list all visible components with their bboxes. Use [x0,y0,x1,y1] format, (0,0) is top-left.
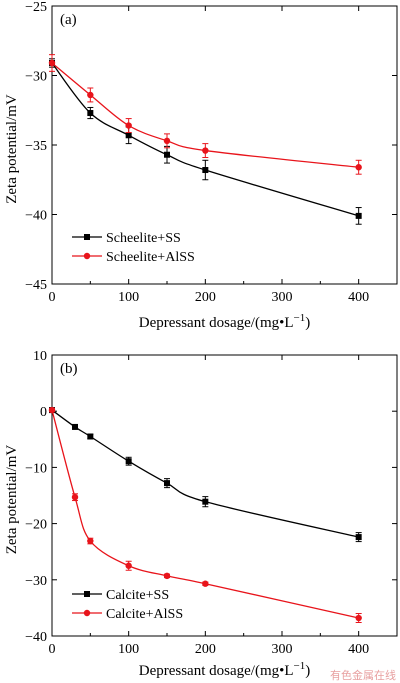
panel-label: (b) [60,361,78,377]
legend-label: Calcite+AlSS [106,607,183,622]
legend-marker [84,234,90,240]
x-tick-label: 400 [348,290,369,305]
data-point [202,147,209,154]
legend-marker [84,591,90,597]
data-point [72,423,78,430]
data-point [87,91,94,99]
data-point [355,164,362,171]
y-axis-title: Zeta potential/mV [4,94,20,204]
data-point [355,212,362,219]
data-point [87,537,94,545]
x-axis-title-main: Depressant dosage/(mg•L [139,663,294,679]
data-point [163,137,171,145]
data-point [87,110,94,117]
legend-entry: Scheelite+SS [72,231,181,246]
data-point [125,122,132,129]
series-line [51,409,359,538]
legend-marker [83,252,91,260]
x-tick-label: 200 [195,642,216,657]
y-tick-label: −30 [25,574,47,589]
x-tick-label: 100 [118,290,139,305]
data-point [355,534,362,541]
y-tick-label: −30 [25,70,47,85]
x-tick-label: 300 [272,642,293,657]
legend-entry: Calcite+AlSS [72,607,183,622]
x-axis-title-end: ) [305,663,310,679]
legend-label: Scheelite+AlSS [106,250,195,265]
y-tick-label: −40 [25,209,47,224]
y-tick-label: 0 [40,405,47,420]
x-axis-title-main: Depressant dosage/(mg•L [139,315,294,331]
legend-label: Calcite+SS [106,588,169,603]
data-point [71,493,79,501]
data-point [164,151,170,158]
plot-frame [51,354,398,637]
x-axis-title-sup: −1 [294,660,306,672]
x-tick-label: 100 [118,642,139,657]
series-calcite-ss [49,407,362,543]
series-scheelite-ss [49,58,362,225]
x-tick-label: 300 [272,290,293,305]
x-tick-label: 200 [195,290,216,305]
y-tick-label: −40 [25,630,47,645]
data-point [355,614,362,622]
y-tick-label: −25 [25,0,47,15]
x-tick-label: 400 [348,642,369,657]
panel-label: (a) [60,12,77,28]
data-point [125,458,132,465]
y-tick-label: 10 [33,349,47,364]
data-point [87,433,94,440]
legend-label: Scheelite+SS [106,231,181,246]
y-tick-label: −35 [25,139,47,154]
series-calcite-alss [48,406,362,624]
y-axis-title: Zeta potential/mV [4,445,20,555]
y-tick-label: −10 [25,461,47,476]
plot-frame [51,5,398,285]
data-point [125,132,132,139]
x-axis-title: Depressant dosage/(mg•L−1) [139,312,311,331]
series-line [51,62,359,217]
x-axis-title: Depressant dosage/(mg•L−1) [139,660,311,679]
data-point [163,572,171,580]
data-point [164,480,170,487]
legend-marker [83,609,91,617]
data-point [125,562,132,569]
y-tick-label: −20 [25,518,47,533]
y-tick-label: −45 [25,278,47,293]
data-point [48,406,56,414]
data-point [48,59,56,67]
series-scheelite-alss [48,54,362,175]
data-point [202,167,209,174]
x-axis-title-sup: −1 [294,312,306,324]
x-tick-label: 0 [49,290,56,305]
data-point [202,498,209,505]
chart-panel-a: 0 100 200 300 400 −25 −30 −35 −40 −45 Zeta potenti… [4,0,398,331]
legend-entry: Calcite+SS [72,588,169,603]
data-point [202,580,209,587]
legend-entry: Scheelite+AlSS [72,250,195,265]
watermark-text: 有色金属在线 [330,668,396,682]
x-axis-title-end: ) [305,315,310,331]
x-tick-label: 0 [49,642,56,657]
